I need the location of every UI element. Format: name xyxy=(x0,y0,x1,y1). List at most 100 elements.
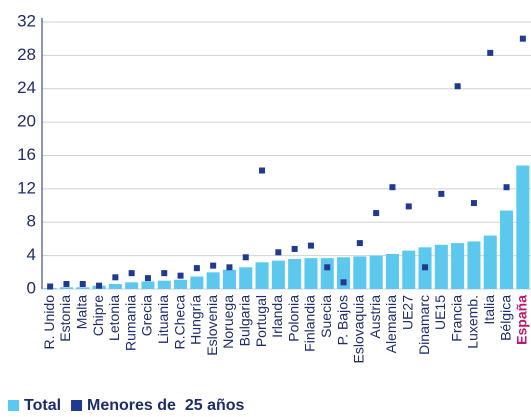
marker xyxy=(226,264,233,271)
x-tick-label: Austria xyxy=(367,295,383,339)
legend-label: Total xyxy=(24,397,61,414)
legend-swatch xyxy=(71,400,83,411)
marker xyxy=(259,167,266,174)
marker xyxy=(454,83,461,90)
x-tick-label: Alemania xyxy=(383,295,399,354)
y-tick-label: 0 xyxy=(27,278,36,297)
x-tick-label: R.Checa xyxy=(171,295,187,350)
bar xyxy=(125,282,139,289)
x-tick-label: UE27 xyxy=(399,295,415,330)
bar xyxy=(271,260,285,289)
y-tick-label: 8 xyxy=(27,212,36,231)
x-tick-label: Rumania xyxy=(122,295,138,351)
legend-swatch xyxy=(8,400,19,411)
marker xyxy=(193,265,200,272)
bar xyxy=(304,258,318,289)
bar xyxy=(467,241,481,289)
x-tick-label: Bélgica xyxy=(497,295,513,341)
marker xyxy=(144,275,151,282)
marker xyxy=(161,270,168,277)
marker xyxy=(405,203,412,210)
marker xyxy=(96,282,103,289)
legend-label: Menores de 25 años xyxy=(87,397,244,414)
marker xyxy=(470,200,477,207)
x-tick-label: Suecia xyxy=(318,295,334,338)
bar xyxy=(141,281,155,289)
marker xyxy=(210,262,217,269)
marker xyxy=(519,35,526,42)
bar xyxy=(434,244,448,289)
x-tick-label: Portugal xyxy=(253,295,269,347)
x-tick-label: Malta xyxy=(73,295,89,329)
bar xyxy=(483,235,497,289)
x-tick-label: Irlanda xyxy=(269,295,285,338)
marker xyxy=(487,49,494,56)
x-tick-label: Polonia xyxy=(285,295,301,342)
bar xyxy=(369,255,383,289)
bar xyxy=(174,279,188,289)
marker xyxy=(373,210,380,217)
y-tick-label: 20 xyxy=(17,112,36,131)
bar xyxy=(222,269,236,289)
bar xyxy=(402,250,416,289)
y-tick-label: 4 xyxy=(27,245,36,264)
bar xyxy=(108,283,122,289)
x-tick-label: España xyxy=(514,295,530,345)
x-tick-label: Eslovaquia xyxy=(351,295,367,364)
bar xyxy=(337,257,351,289)
marker xyxy=(340,279,347,286)
bar xyxy=(239,267,253,289)
y-tick-label: 32 xyxy=(17,11,36,30)
marker xyxy=(79,280,86,287)
bar xyxy=(190,276,204,289)
marker xyxy=(63,280,70,287)
bar xyxy=(76,287,90,289)
bar xyxy=(385,253,399,289)
marker xyxy=(356,240,363,247)
bar xyxy=(206,272,220,289)
marker xyxy=(47,283,54,290)
x-tick-label: Chipre xyxy=(90,295,106,336)
bar xyxy=(451,243,465,289)
y-tick-label: 28 xyxy=(17,45,36,64)
marker xyxy=(324,264,331,271)
marker xyxy=(438,190,445,197)
marker xyxy=(307,242,314,249)
bar xyxy=(353,256,367,289)
x-tick-label: Noruega xyxy=(220,295,236,349)
x-tick-label: Hungría xyxy=(188,295,204,345)
x-tick-label: P. Bajos xyxy=(334,295,350,345)
marker xyxy=(275,249,282,256)
x-tick-label: Lituania xyxy=(155,295,171,344)
bar xyxy=(288,258,302,289)
y-tick-label: 24 xyxy=(17,78,36,97)
bar xyxy=(516,165,530,289)
x-tick-label: Francia xyxy=(448,295,464,342)
x-tick-label: Bulgaria xyxy=(236,295,252,347)
x-tick-label: Estonia xyxy=(57,295,73,342)
bar xyxy=(157,280,171,289)
bar xyxy=(500,210,514,289)
bar xyxy=(255,262,269,289)
marker xyxy=(422,264,429,271)
x-tick-label: Finlandia xyxy=(302,295,318,352)
x-tick-label: Italia xyxy=(481,295,497,325)
marker xyxy=(177,272,184,279)
bar xyxy=(59,287,73,289)
marker xyxy=(112,274,119,281)
x-tick-label: R. Unido xyxy=(41,295,57,350)
x-tick-label: Luxemb. xyxy=(465,295,481,349)
x-tick-label: Dinamarc xyxy=(416,295,432,355)
marker xyxy=(291,245,298,252)
x-tick-label: Grecia xyxy=(139,295,155,336)
bar xyxy=(320,258,334,289)
marker xyxy=(128,270,135,277)
y-tick-label: 16 xyxy=(17,145,36,164)
y-tick-label: 12 xyxy=(17,178,36,197)
marker xyxy=(389,184,396,191)
x-tick-label: UE15 xyxy=(432,295,448,330)
x-tick-label: Eslovenia xyxy=(204,295,220,356)
marker xyxy=(503,184,510,191)
x-tick-label: Letonia xyxy=(106,295,122,341)
